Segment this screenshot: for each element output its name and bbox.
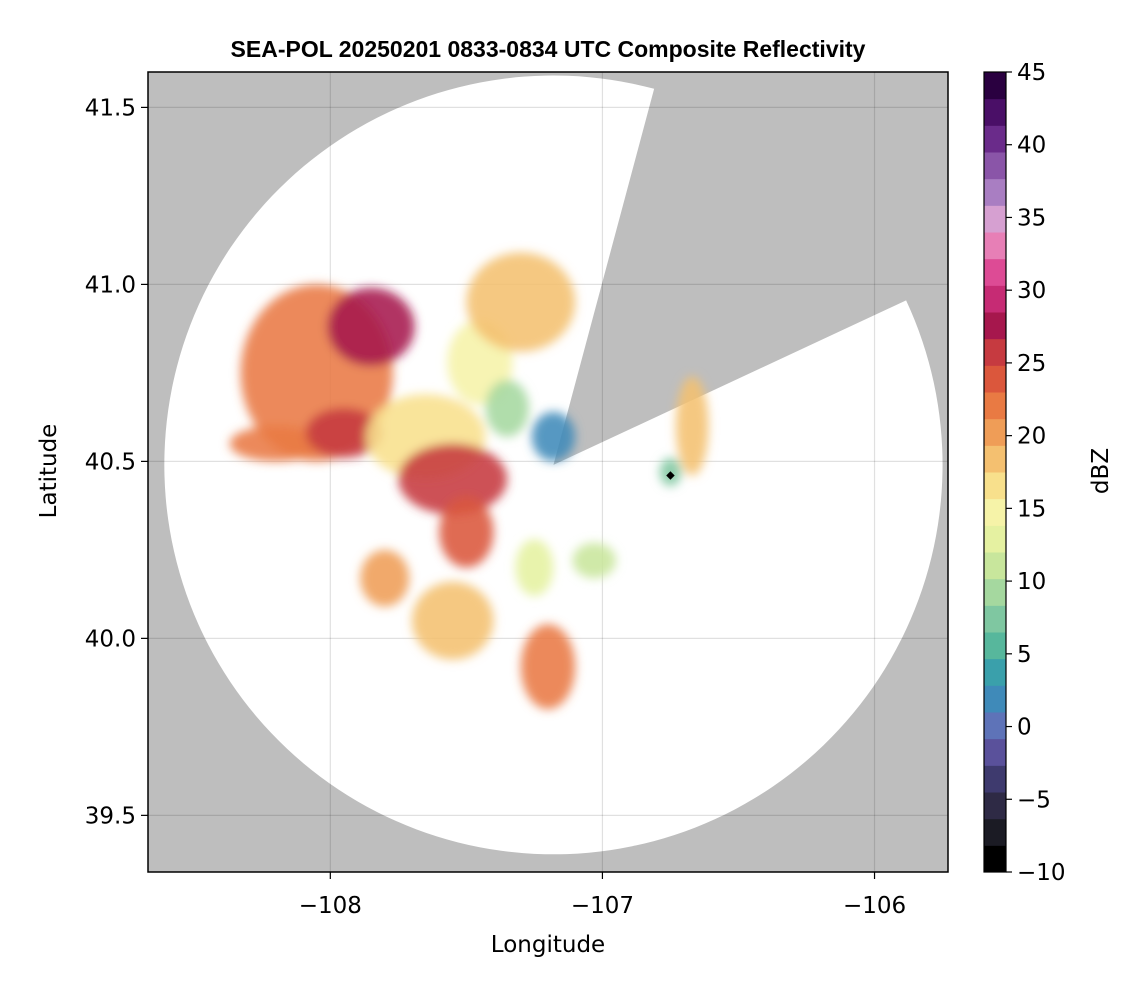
colorbar-segment (984, 765, 1006, 793)
colorbar-tick-label: 0 (1017, 715, 1032, 741)
marker-layer (666, 471, 675, 480)
colorbar-tick-label: 45 (1017, 60, 1046, 86)
colorbar-segment (984, 552, 1006, 580)
x-axis-ticks: −108 −107 −106 (299, 872, 906, 919)
x-tick-label: −108 (299, 893, 362, 919)
x-axis-label: Longitude (491, 932, 605, 958)
y-axis-ticks: 39.5 40.0 40.5 41.0 41.5 (85, 95, 148, 829)
colorbar-segment (984, 365, 1006, 393)
station-marker (666, 471, 675, 480)
colorbar-segment (984, 418, 1006, 446)
echo-region (398, 443, 508, 515)
echo-region (531, 411, 576, 462)
echo-region (675, 376, 709, 476)
colorbar-segment (984, 98, 1006, 126)
plot-frame (147, 71, 949, 873)
colorbar-tick-label: 15 (1017, 496, 1046, 522)
colorbar-segment (984, 472, 1006, 500)
colorbar-tick-label: 40 (1017, 133, 1046, 159)
colorbar-segment (984, 258, 1006, 286)
y-tick-label: 40.5 (85, 449, 136, 475)
colorbar-tick-label: 5 (1017, 642, 1032, 668)
colorbar-segment (984, 845, 1006, 873)
colorbar-segment (984, 338, 1006, 366)
y-tick-label: 41.0 (85, 272, 136, 298)
y-tick-label: 40.0 (85, 626, 136, 652)
colorbar-segment (984, 178, 1006, 206)
colorbar-segment (984, 792, 1006, 820)
colorbar-tick-label: −10 (1017, 860, 1066, 886)
echo-region (466, 252, 576, 352)
echo-region (485, 379, 529, 437)
echo-region (229, 425, 323, 462)
colorbar-segment (984, 738, 1006, 766)
colorbar-segment (984, 125, 1006, 153)
colorbar-segment (984, 205, 1006, 233)
colorbar-tick-label: 10 (1017, 569, 1046, 595)
echo-region (327, 287, 415, 366)
echo-region (439, 496, 494, 568)
colorbar-tick-label: 30 (1017, 278, 1046, 304)
echo-region (360, 549, 410, 607)
y-axis-label: Latitude (36, 424, 62, 519)
chart-title: SEA-POL 20250201 0833-0834 UTC Composite… (231, 36, 866, 62)
colorbar-segment (984, 632, 1006, 660)
colorbar-segment (984, 72, 1006, 100)
colorbar-segment (984, 285, 1006, 313)
x-tick-label: −106 (843, 893, 906, 919)
colorbar-segment (984, 152, 1006, 180)
colorbar-segment (984, 312, 1006, 340)
echo-region (520, 624, 576, 710)
echo-region (411, 581, 494, 660)
colorbar (983, 71, 1007, 873)
colorbar-segment (984, 232, 1006, 260)
echo-region (515, 539, 554, 596)
echo-layer (229, 252, 709, 710)
y-tick-label: 39.5 (85, 803, 136, 829)
colorbar-label: dBZ (1088, 448, 1114, 494)
colorbar-tick-label: 20 (1017, 424, 1046, 450)
colorbar-segment (984, 498, 1006, 526)
colorbar-segment (984, 685, 1006, 713)
colorbar-segment (984, 525, 1006, 553)
colorbar-segment (984, 658, 1006, 686)
colorbar-segment (984, 712, 1006, 740)
colorbar-segment (984, 578, 1006, 606)
y-tick-label: 41.5 (85, 95, 136, 121)
radar-coverage-area (164, 75, 943, 855)
colorbar-segment (984, 445, 1006, 473)
colorbar-frame (983, 71, 1007, 873)
colorbar-tick-label: −5 (1017, 787, 1051, 813)
echo-region (305, 408, 383, 458)
x-tick-label: −107 (571, 893, 634, 919)
colorbar-segment (984, 392, 1006, 420)
colorbar-segment (984, 818, 1006, 846)
colorbar-tick-label: 25 (1017, 351, 1046, 377)
echo-region (572, 542, 617, 579)
colorbar-tick-label: 35 (1017, 205, 1046, 231)
plot-area (148, 72, 948, 872)
colorbar-segment (984, 605, 1006, 633)
colorbar-ticks: −10 −5 0 5 10 15 20 25 30 35 40 45 (1006, 60, 1066, 886)
